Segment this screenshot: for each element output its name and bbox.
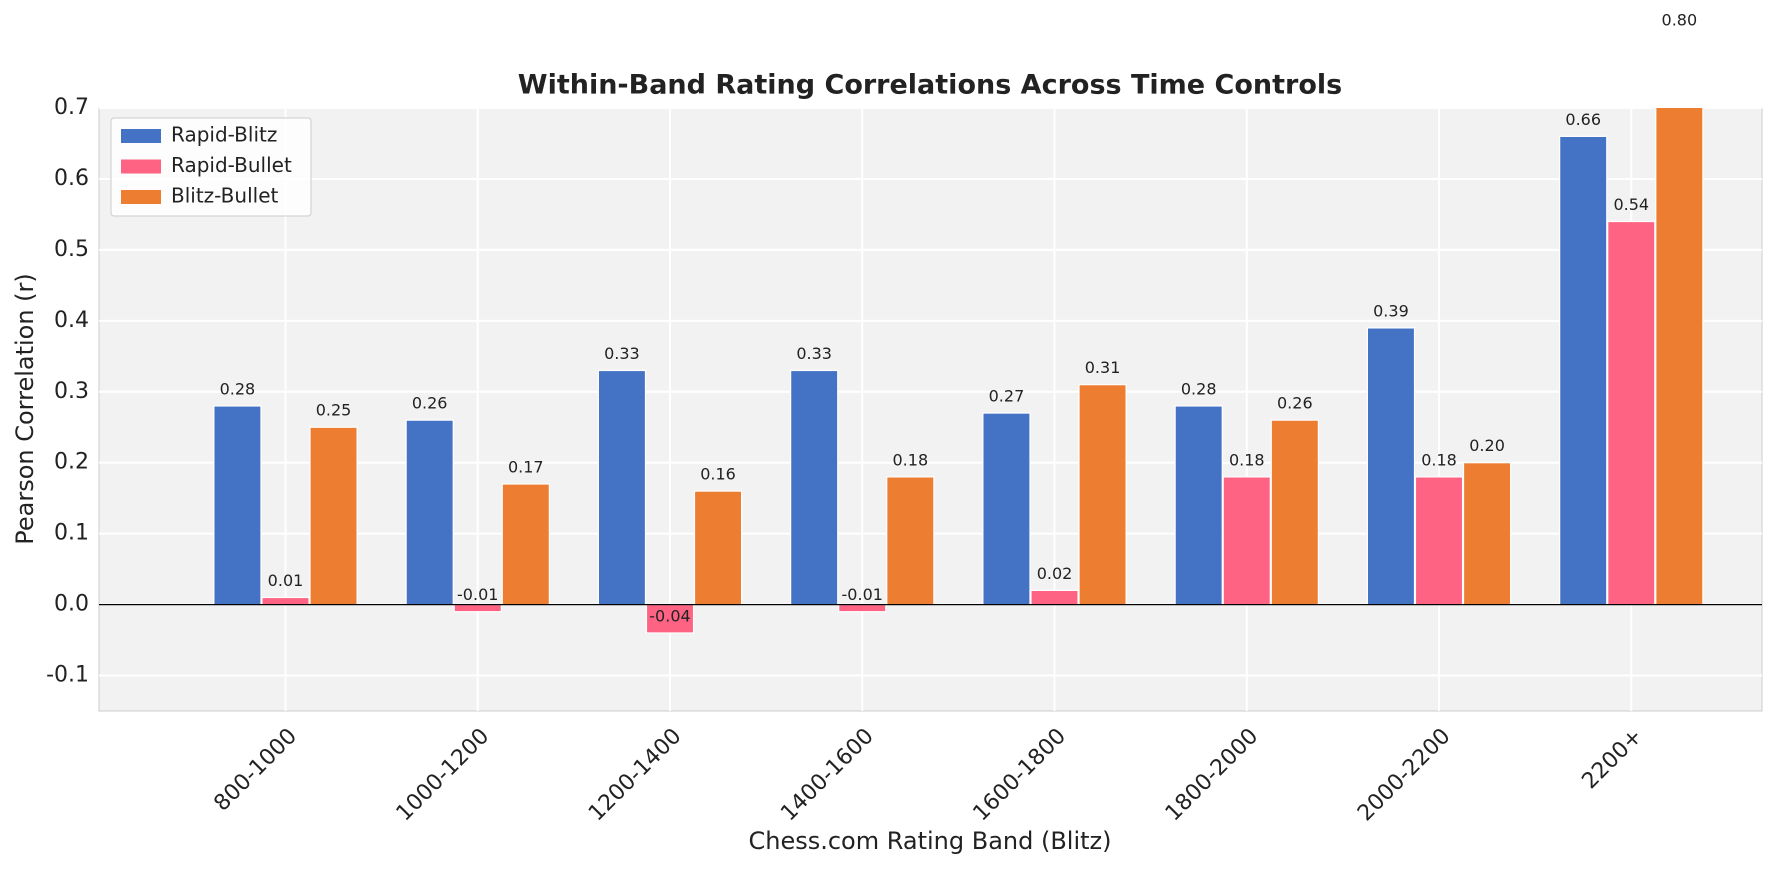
value-label: 0.20 [1469, 436, 1505, 455]
bar [597, 369, 647, 606]
value-label: 0.66 [1565, 110, 1601, 129]
bar [453, 603, 502, 613]
plot-area [98, 107, 1763, 712]
value-label: 0.26 [1277, 394, 1313, 413]
y-tick-label: 0.1 [54, 521, 89, 546]
value-label: 0.25 [316, 401, 352, 420]
x-tick-label: 1400-1600 [776, 724, 878, 826]
value-label: -0.04 [649, 606, 690, 625]
bar [1559, 135, 1608, 606]
value-label: 0.02 [1037, 564, 1073, 583]
value-label: 0.33 [604, 344, 640, 363]
value-label: 0.16 [700, 465, 736, 484]
x-tick-label: 1000-1200 [392, 724, 494, 826]
bar [838, 603, 887, 613]
value-label: 0.31 [1085, 358, 1121, 377]
value-label: -0.01 [842, 585, 883, 604]
value-label: 0.01 [268, 571, 304, 590]
legend-swatch [121, 190, 161, 204]
bar [1655, 108, 1704, 606]
bar [1462, 462, 1512, 606]
y-tick-label: 0.5 [54, 237, 89, 262]
value-label: 0.28 [1181, 379, 1217, 398]
bar [261, 596, 310, 606]
y-tick-label: 0.4 [54, 308, 89, 333]
bar [309, 426, 358, 606]
value-label: -0.01 [457, 585, 498, 604]
bar [501, 483, 550, 606]
legend-swatch [121, 129, 161, 143]
y-tick-label: 0.7 [54, 95, 89, 120]
bar [1078, 384, 1127, 606]
legend-swatch [121, 159, 161, 174]
legend-label: Blitz-Bullet [171, 184, 278, 208]
value-label: 0.80 [1662, 11, 1698, 30]
x-tick-label: 2000-2200 [1353, 724, 1455, 826]
y-tick-label: 0.2 [54, 450, 89, 475]
value-label: 0.33 [796, 344, 832, 363]
bar [790, 369, 839, 606]
value-label: 0.39 [1373, 301, 1409, 320]
bar [213, 405, 262, 606]
bar [1270, 419, 1319, 606]
y-axis-title: Pearson Correlation (r) [11, 273, 39, 545]
x-tick-label: 1200-1400 [584, 724, 686, 826]
x-tick-label: 1800-2000 [1161, 724, 1263, 826]
bar [405, 419, 454, 606]
y-tick-label: 0.3 [54, 379, 89, 404]
bar [645, 603, 695, 634]
bar [886, 476, 935, 606]
y-tick-label: -0.1 [46, 663, 89, 688]
value-label: 0.28 [220, 379, 256, 398]
bar [982, 412, 1031, 606]
chart-title: Within-Band Rating Correlations Across T… [518, 70, 1342, 101]
value-label: 0.18 [893, 450, 929, 469]
bar [1222, 476, 1271, 606]
legend-label: Rapid-Bullet [171, 153, 292, 177]
bar [1607, 220, 1656, 606]
y-tick-label: 0.0 [54, 592, 89, 617]
bar [693, 490, 743, 606]
x-tick-label: 800-1000 [209, 724, 302, 817]
value-label: 0.18 [1421, 450, 1457, 469]
value-label: 0.26 [412, 394, 448, 413]
x-tick-label: 1600-1800 [969, 724, 1071, 826]
x-tick-label: 2200+ [1577, 724, 1647, 794]
value-label: 0.27 [989, 387, 1025, 406]
bar [1366, 327, 1416, 606]
value-label: 0.54 [1613, 195, 1649, 214]
y-tick-label: 0.6 [54, 166, 89, 191]
bar [1174, 405, 1223, 606]
bar [1414, 476, 1464, 606]
value-label: 0.18 [1229, 450, 1265, 469]
bar [1030, 589, 1079, 606]
value-label: 0.17 [508, 457, 544, 476]
legend-label: Rapid-Blitz [171, 123, 277, 147]
x-axis-title: Chess.com Rating Band (Blitz) [748, 827, 1111, 855]
